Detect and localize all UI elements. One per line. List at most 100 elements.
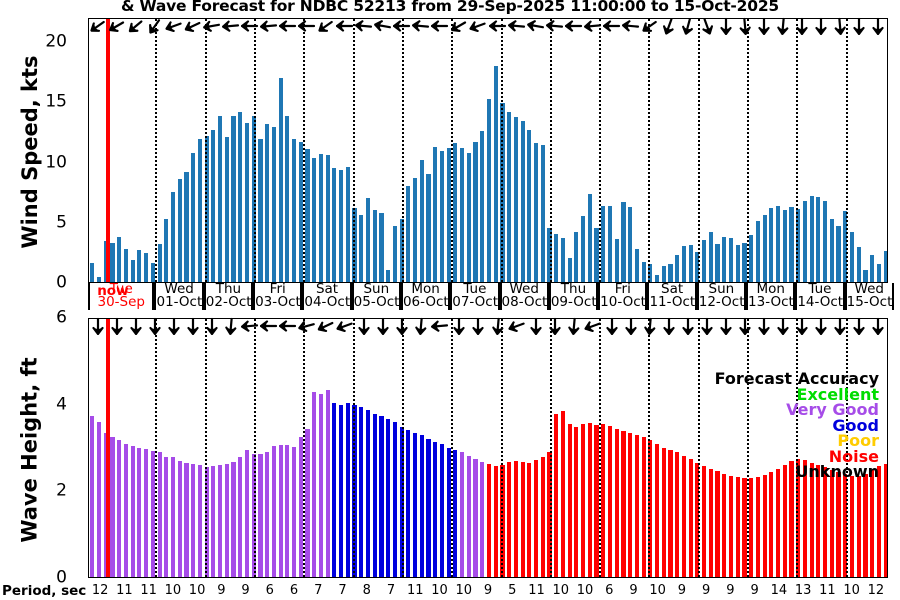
direction-arrow-icon <box>794 17 810 35</box>
chart-bar <box>103 241 108 282</box>
chart-bar <box>708 231 713 282</box>
y-axis-tick-label: 10 <box>45 152 67 173</box>
direction-arrow-icon <box>412 17 431 35</box>
period-value: 12 <box>867 583 885 598</box>
chart-bar <box>702 240 707 282</box>
chart-bar <box>681 455 687 577</box>
chart-bar <box>574 427 579 577</box>
chart-bar <box>144 253 149 282</box>
period-value: 11 <box>406 583 424 598</box>
chart-bar <box>184 172 189 282</box>
direction-arrow-icon <box>279 18 297 34</box>
chart-bar <box>433 146 438 282</box>
day-gridline <box>500 19 503 282</box>
chart-bar <box>789 460 794 577</box>
legend-item-good: Good <box>832 415 879 435</box>
chart-bar <box>695 252 700 282</box>
chart-bar <box>379 415 384 577</box>
chart-bar <box>829 469 834 577</box>
chart-bar <box>392 422 397 577</box>
chart-bar <box>265 124 270 282</box>
day-gridline <box>697 19 700 282</box>
direction-arrow-icon <box>296 316 318 336</box>
y-axis-tick-label: 20 <box>45 31 67 52</box>
legend-title: Forecast Accuracy <box>714 369 879 388</box>
direction-arrow-icon <box>832 16 850 36</box>
chart-bar <box>722 473 727 577</box>
day-date-label: 30-Sep <box>97 294 145 310</box>
day-axis-cell: Sat 11-Oct <box>647 282 697 310</box>
chart-bar <box>211 466 216 577</box>
direction-arrow-icon <box>661 317 677 335</box>
day-of-week-label: Mon <box>411 281 440 297</box>
chart-bar <box>634 435 639 577</box>
direction-arrow-icon <box>298 18 316 34</box>
y-axis-tick-label: 15 <box>45 91 67 112</box>
direction-arrow-icon <box>564 18 583 34</box>
chart-bar <box>157 452 162 577</box>
period-value: 11 <box>140 583 157 598</box>
direction-arrow-icon <box>718 17 734 35</box>
chart-bar <box>870 254 875 282</box>
wind-direction-arrows <box>88 17 888 37</box>
chart-bar <box>224 464 229 577</box>
day-date-label: 15-Oct <box>846 294 893 310</box>
direction-arrow-icon <box>202 17 223 36</box>
period-axis-label: Period, sec <box>2 583 87 599</box>
chart-bar <box>460 148 465 282</box>
day-date-label: 13-Oct <box>748 294 794 310</box>
chart-bar <box>735 477 740 577</box>
period-value: 7 <box>314 583 323 598</box>
chart-bar <box>540 144 545 282</box>
chart-bar <box>332 168 337 282</box>
chart-bar <box>527 462 532 577</box>
day-gridline <box>697 319 700 577</box>
period-value: 9 <box>677 583 687 598</box>
chart-bar <box>621 430 626 577</box>
day-gridline <box>401 19 404 282</box>
direction-arrow-icon <box>109 317 125 335</box>
period-values: 12 11 11 10 10 9 9 6 6 7 7 8 7 11 10 10 9 5 11 10 10 6 9 10 9 9 9 9… <box>88 583 888 599</box>
day-gridline <box>796 19 799 282</box>
period-value: 10 <box>552 583 569 598</box>
chart-bar <box>836 471 841 577</box>
chart-bar <box>191 464 196 577</box>
direction-arrow-icon <box>334 315 356 336</box>
chart-bar <box>560 411 566 577</box>
chart-bar <box>856 476 861 577</box>
chart-bar <box>224 137 229 282</box>
direction-arrow-icon <box>240 18 259 34</box>
chart-bar <box>150 262 155 282</box>
chart-bar <box>809 462 814 577</box>
chart-bar <box>769 472 774 577</box>
day-of-week-label: Wed <box>854 281 884 297</box>
chart-bar <box>533 460 539 577</box>
chart-bar <box>426 438 431 577</box>
chart-bar <box>298 142 303 282</box>
chart-bar <box>244 450 250 577</box>
chart-bar <box>238 456 243 577</box>
chart-bar <box>587 193 592 282</box>
chart-bar <box>285 445 290 577</box>
direction-arrow-icon <box>870 17 886 35</box>
day-gridline <box>155 319 158 577</box>
chart-bar <box>849 231 855 282</box>
forecast-accuracy-legend: Forecast Accuracy Excellent Very Good Good P… <box>715 371 879 480</box>
chart-bar <box>439 150 444 282</box>
chart-bar <box>728 475 734 577</box>
day-date-label: 08-Oct <box>501 294 548 310</box>
chart-bar <box>749 235 754 282</box>
day-axis-cell: Sun 12-Oct <box>696 282 747 310</box>
direction-arrow-icon <box>413 316 431 336</box>
chart-bar <box>473 142 478 282</box>
day-axis-cell: Fri 10-Oct <box>598 282 648 310</box>
chart-bar <box>628 206 633 282</box>
direction-arrow-icon <box>813 317 829 335</box>
day-gridline <box>500 319 503 577</box>
period-value: 10 <box>576 583 594 598</box>
period-value: 9 <box>629 583 638 598</box>
direction-arrow-icon <box>696 15 717 37</box>
period-value: 7 <box>338 583 347 598</box>
chart-bar <box>251 115 256 282</box>
chart-bar <box>708 468 713 577</box>
